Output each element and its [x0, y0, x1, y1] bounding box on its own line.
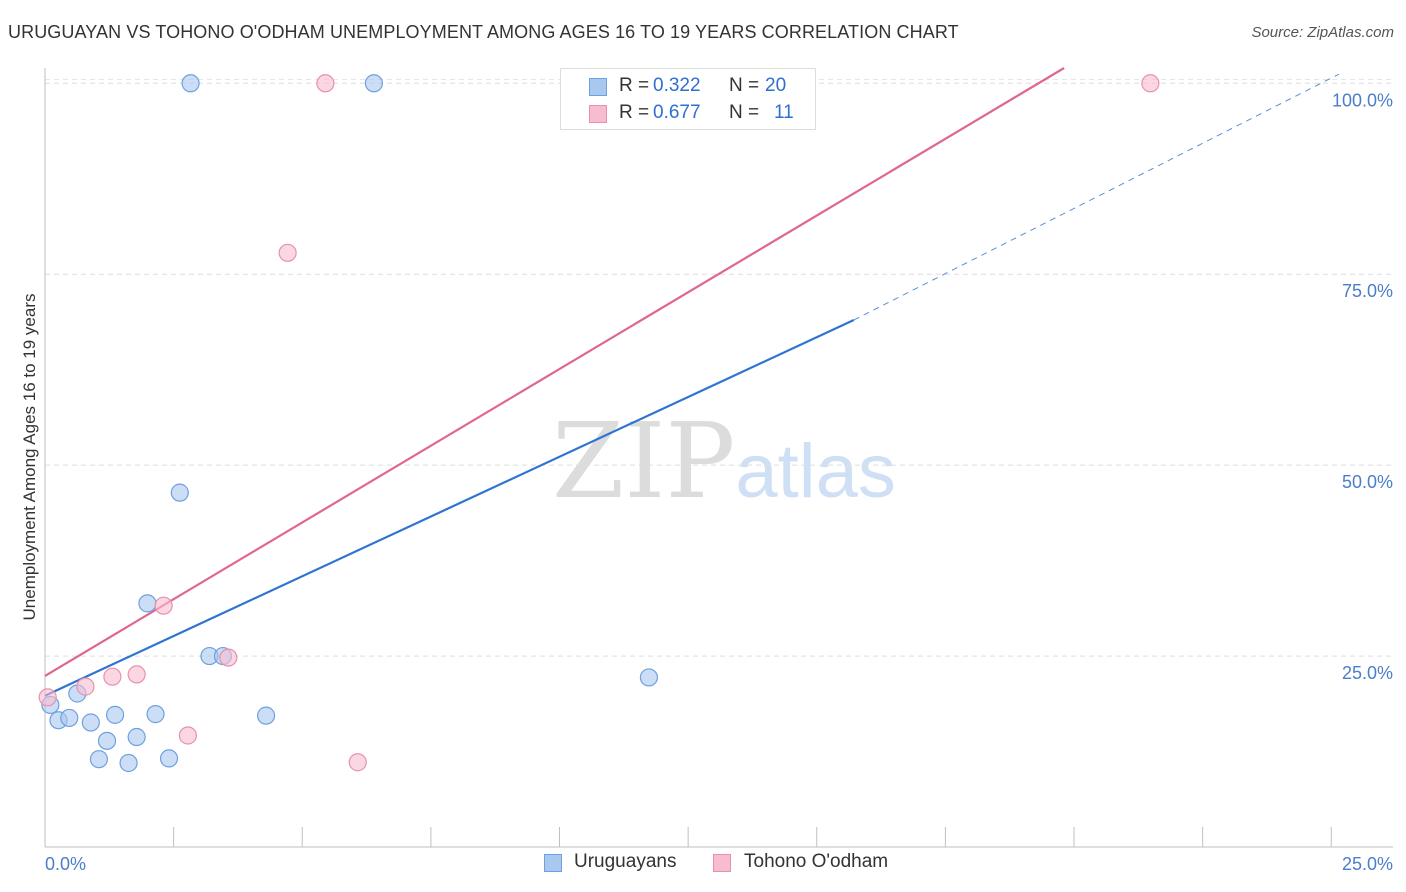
x-tick-label: 25.0% — [1342, 854, 1393, 874]
r-value: 0.322 — [653, 75, 701, 96]
uruguayans-point — [146, 705, 165, 724]
tohono-point — [316, 74, 335, 93]
uruguayans-point — [256, 706, 276, 725]
tohono-point — [178, 726, 197, 745]
uruguayans-point — [97, 731, 117, 750]
uruguayans-point — [81, 713, 100, 732]
n-value: 11 — [774, 102, 794, 123]
x-tick-label: 0.0% — [45, 854, 86, 874]
uruguayans-point — [119, 753, 138, 773]
watermark-zip: ZIP — [552, 400, 736, 522]
y-tick-label: 25.0% — [1342, 663, 1393, 683]
tohono-point — [219, 648, 238, 667]
n-label: N = — [729, 102, 760, 123]
legend-label: Tohono O'odham — [744, 851, 889, 872]
tohono-point — [1141, 74, 1160, 93]
tohono-trend-line — [44, 67, 1065, 677]
uruguayans-legend-swatch — [544, 854, 562, 872]
r-label: R = — [619, 102, 650, 123]
tohono-swatch — [589, 105, 607, 123]
uruguayans-trend-line — [44, 319, 855, 697]
legend-item-uruguayans[interactable]: Uruguayans — [544, 851, 704, 877]
tohono-point — [38, 688, 57, 707]
tohono-point — [154, 596, 173, 615]
stats-row-uruguayans: R = 0.322 N = 20 — [561, 75, 815, 101]
n-label: N = — [729, 75, 760, 96]
uruguayans-point — [181, 74, 200, 93]
uruguayans-point — [105, 705, 125, 724]
tohono-point — [278, 243, 297, 262]
tohono-legend-swatch — [713, 854, 731, 872]
tohono-point — [348, 753, 367, 772]
legend-item-tohono[interactable]: Tohono O'odham — [713, 851, 913, 877]
uruguayans-point — [364, 74, 384, 93]
watermark-atlas: atlas — [735, 429, 896, 514]
source-credit: Source: ZipAtlas.com — [1251, 24, 1394, 41]
n-value: 20 — [765, 75, 787, 96]
uruguayans-point — [639, 668, 659, 687]
uruguayans-point — [60, 708, 79, 728]
uruguayans-point — [127, 727, 146, 747]
uruguayans-point — [138, 594, 157, 613]
stats-row-tohono: R = 0.677 N = 11 — [561, 102, 815, 128]
uruguayans-point — [170, 483, 189, 502]
uruguayans-trend-extension — [853, 73, 1340, 321]
correlation-stats-box: R = 0.322 N = 20 R = 0.677 N = 11 — [560, 68, 816, 130]
legend-label: Uruguayans — [574, 851, 677, 872]
y-tick-label: 50.0% — [1342, 472, 1393, 492]
uruguayans-swatch — [589, 78, 607, 96]
gridlines — [45, 78, 1393, 657]
tick-labels: 25.0% 50.0% 75.0% 100.0% 0.0% 25.0% — [45, 90, 1393, 874]
uruguayans-point — [159, 749, 179, 768]
chart-title: URUGUAYAN VS TOHONO O'ODHAM UNEMPLOYMENT… — [8, 22, 959, 42]
r-value: 0.677 — [653, 102, 701, 123]
axes — [44, 68, 1393, 848]
tohono-point — [76, 677, 95, 696]
y-tick-label: 75.0% — [1342, 281, 1393, 301]
uruguayans-point — [89, 750, 109, 769]
r-label: R = — [619, 75, 650, 96]
trend-lines — [44, 67, 1340, 697]
y-tick-label: 100.0% — [1332, 90, 1393, 110]
data-points — [38, 74, 1160, 773]
tohono-point — [103, 667, 122, 686]
watermark: ZIPatlas — [552, 400, 896, 522]
tohono-point — [127, 665, 146, 684]
